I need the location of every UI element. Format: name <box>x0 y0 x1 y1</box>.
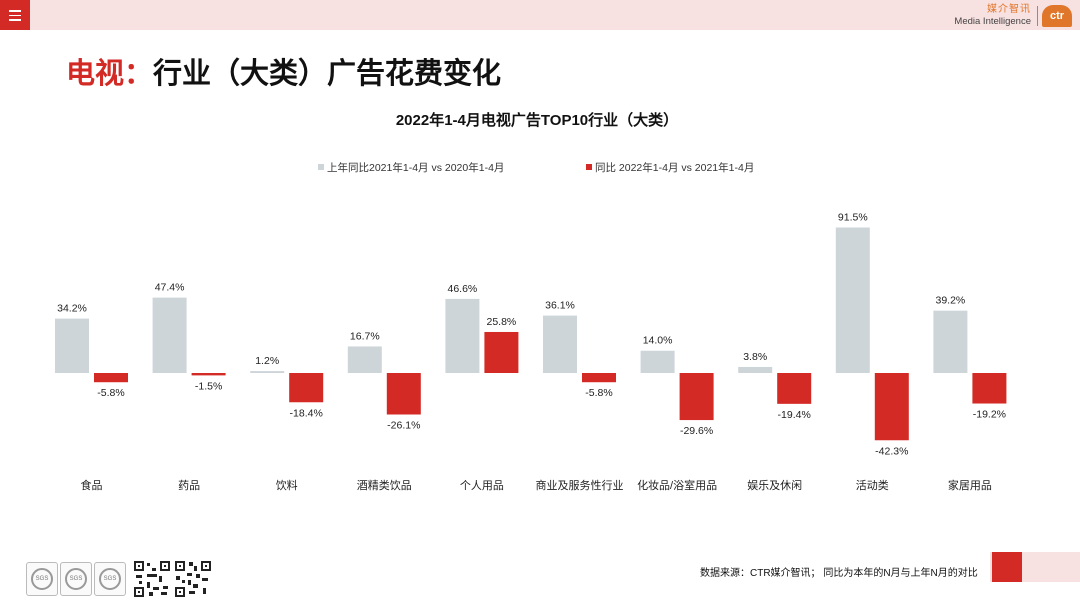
bar-previous-year <box>55 318 89 373</box>
bar-previous-year <box>445 298 480 373</box>
bar-current-year <box>679 373 714 421</box>
legend-swatch <box>586 164 592 170</box>
bar-previous-year <box>933 310 968 373</box>
qr-code-icon <box>133 560 171 598</box>
data-label: -29.6% <box>680 425 713 437</box>
data-label: 14.0% <box>643 335 673 347</box>
page-title: 电视：行业（大类）广告花费变化 <box>66 50 501 92</box>
bar-current-year <box>972 373 1007 404</box>
data-label: 91.5% <box>838 212 868 224</box>
data-label: 16.7% <box>350 330 380 342</box>
category-label: 娱乐及休闲 <box>747 478 802 492</box>
sgs-badge-icon: SGS <box>60 562 92 596</box>
bar-current-year <box>777 373 812 404</box>
data-label: -5.8% <box>585 387 612 399</box>
data-label: 47.4% <box>155 282 185 294</box>
data-source-note: 数据来源：CTR媒介智讯； 同比为本年的N月与上年N月的对比 <box>700 568 978 579</box>
legend-label: 同比 2022年1-4月 vs 2021年1-4月 <box>595 161 754 174</box>
category-label: 个人用品 <box>460 479 504 492</box>
chart-title: 2022年1-4月电视广告TOP10行业（大类） <box>396 111 678 129</box>
bar-previous-year <box>835 227 870 373</box>
bar-current-year <box>874 373 909 441</box>
sgs-badge-icon: SGS <box>26 562 58 596</box>
qr-code-icon <box>174 560 212 598</box>
data-label: -19.4% <box>778 409 811 421</box>
logo-cn-text: 媒介智讯 <box>987 4 1031 15</box>
top-banner <box>0 0 1080 30</box>
legend-swatch <box>318 164 324 170</box>
data-label: 34.2% <box>57 303 87 315</box>
bar-current-year <box>289 373 324 403</box>
logo-divider <box>1037 6 1038 26</box>
data-label: 46.6% <box>448 283 478 295</box>
data-label: 3.8% <box>743 351 767 363</box>
category-label: 活动类 <box>856 478 889 492</box>
bar-current-year <box>582 373 616 383</box>
bar-previous-year <box>543 315 577 373</box>
data-label: -26.1% <box>387 420 420 432</box>
category-label: 家居用品 <box>948 478 992 492</box>
sgs-badge-icon: SGS <box>94 562 126 596</box>
data-label: -19.2% <box>973 409 1006 421</box>
data-label: -42.3% <box>875 445 908 457</box>
category-label: 商业及服务性行业 <box>536 478 624 492</box>
data-label: -18.4% <box>290 407 323 419</box>
data-label: 1.2% <box>255 355 279 367</box>
bar-current-year <box>94 373 128 383</box>
category-label: 化妆品/浴室用品 <box>637 478 717 492</box>
certification-badges: SGS SGS SGS <box>26 562 126 596</box>
category-label: 食品 <box>81 478 103 492</box>
bar-previous-year <box>250 371 285 373</box>
bar-chart: 2022年1-4月电视广告TOP10行业（大类） 上年同比2021年1-4月 vs… <box>55 111 1007 492</box>
data-label: 39.2% <box>936 295 966 307</box>
page-title-prefix: 电视： <box>66 58 154 90</box>
data-label: -1.5% <box>195 380 222 392</box>
hamburger-menu-icon[interactable] <box>0 0 30 30</box>
bar-current-year <box>386 373 421 415</box>
category-label: 药品 <box>178 479 200 492</box>
ctr-logo: 媒介智讯 Media Intelligence ctr <box>954 3 1072 29</box>
category-label: 饮料 <box>276 478 298 492</box>
bar-previous-year <box>152 297 187 373</box>
page-title-main: 行业（大类）广告花费变化 <box>153 58 502 90</box>
footer-accent-block <box>992 552 1022 582</box>
bar-previous-year <box>738 366 773 373</box>
bar-previous-year <box>640 350 675 373</box>
ctr-logo-mark: ctr <box>1042 5 1072 27</box>
category-label: 酒精类饮品 <box>357 478 412 492</box>
bar-previous-year <box>347 346 382 373</box>
data-label: -5.8% <box>97 387 124 399</box>
legend-label: 上年同比2021年1-4月 vs 2020年1-4月 <box>327 161 504 174</box>
bar-current-year <box>484 331 519 373</box>
logo-en-text: Media Intelligence <box>954 16 1031 27</box>
bar-current-year <box>191 373 226 376</box>
data-label: 36.1% <box>545 300 575 312</box>
data-label: 25.8% <box>487 316 517 328</box>
